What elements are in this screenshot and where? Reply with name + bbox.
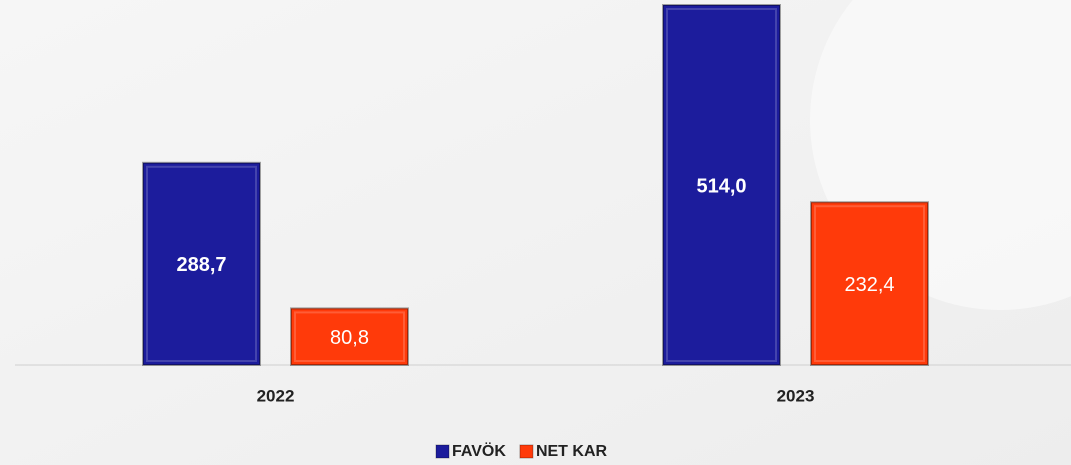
bar bbox=[810, 201, 929, 366]
bar-highlight bbox=[146, 165, 257, 362]
x-tick-label: 2022 bbox=[257, 386, 295, 405]
bar-highlight bbox=[814, 205, 925, 362]
bar bbox=[142, 161, 261, 366]
bar-highlight bbox=[666, 8, 777, 362]
data-label: 232,4 bbox=[844, 274, 894, 296]
legend-swatch bbox=[519, 444, 534, 459]
bar-highlight bbox=[294, 311, 405, 363]
legend-swatch bbox=[435, 444, 450, 459]
data-label: 288,7 bbox=[176, 254, 226, 276]
data-label: 514,0 bbox=[696, 175, 746, 197]
bar bbox=[662, 4, 781, 366]
legend-label: FAVÖK bbox=[452, 441, 506, 460]
legend-label: NET KAR bbox=[536, 443, 608, 460]
x-tick-label: 2023 bbox=[777, 386, 815, 405]
data-label: 80,8 bbox=[330, 327, 369, 349]
bar bbox=[290, 307, 409, 367]
